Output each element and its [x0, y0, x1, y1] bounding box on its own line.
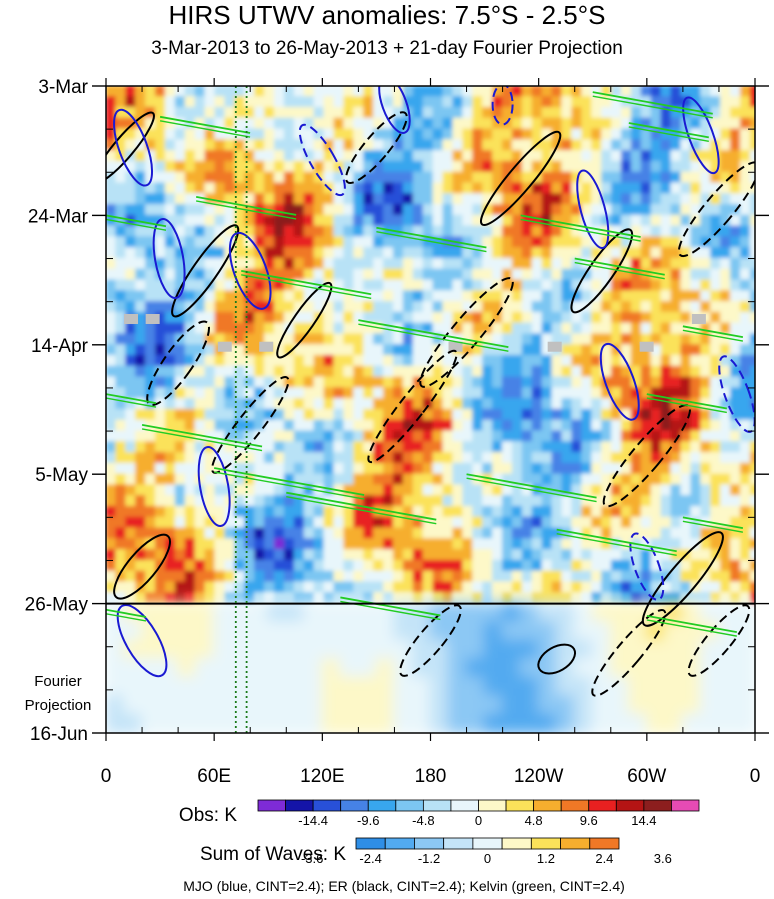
y-tick-label: 16-Jun	[30, 724, 88, 745]
missing-data-patches	[124, 313, 706, 352]
projection-label-line-2: Projection	[25, 697, 92, 714]
obs-colorbar-swatch	[643, 799, 672, 812]
obs-colorbar-tick-label: 4.8	[525, 813, 543, 828]
y-tick-label: 3-Mar	[38, 77, 88, 98]
y-axis-tick-labels: 3-Mar 24-Mar 14-Apr 5-May 26-May 16-Jun	[25, 77, 89, 745]
waves-colorbar-swatch	[501, 837, 532, 850]
x-tick-label: 180	[415, 766, 447, 787]
x-axis-tick-labels: 0 60E 120E 180 120W 60W 0	[101, 766, 761, 787]
obs-colorbar-swatch	[257, 799, 286, 812]
x-tick-label: 60E	[197, 766, 231, 787]
obs-colorbar-swatch	[588, 799, 617, 812]
observed-anomaly-field	[106, 86, 755, 605]
waves-colorbar-tick-label: 0	[484, 851, 491, 866]
obs-colorbar: Obs: K -14.4 -9.6 -4.8 0 4.8 9.6 14.4	[179, 799, 700, 828]
x-tick-label: 0	[750, 766, 761, 787]
waves-colorbar-tick-label: 1.2	[537, 851, 555, 866]
x-tick-label: 120E	[300, 766, 344, 787]
x-tick-label: 0	[101, 766, 112, 787]
obs-colorbar-swatch	[505, 799, 535, 812]
obs-colorbar-swatch	[450, 799, 479, 812]
obs-colorbar-tick-label: 14.4	[631, 813, 656, 828]
obs-colorbar-tick-label: -9.6	[357, 813, 379, 828]
waves-colorbar-swatch	[443, 837, 474, 850]
waves-colorbar-tick-label: -3.6	[301, 851, 323, 866]
y-tick-label: 5-May	[35, 465, 88, 486]
waves-colorbar: Sum of Waves: K -3.6 -2.4 -1.2 0 1.2 2.4 3.6	[200, 837, 672, 866]
obs-colorbar-swatch	[395, 799, 424, 812]
y-tick-label: 24-Mar	[28, 206, 89, 227]
projection-label-line-1: Fourier	[34, 673, 82, 690]
x-tick-label: 60W	[627, 766, 666, 787]
obs-colorbar-swatch	[671, 799, 700, 812]
waves-colorbar-swatch	[472, 837, 503, 850]
axis-ticks	[92, 78, 769, 741]
plot-area: 0 60E 120E 180 120W 60W 0 3-Mar 24-Mar 14-Apr 5-M…	[25, 77, 769, 787]
waves-colorbar-tick-label: -1.2	[418, 851, 440, 866]
waves-colorbar-tick-label: 2.4	[595, 851, 613, 866]
y-tick-label: 14-Apr	[31, 336, 89, 357]
contour-legend-footer: MJO (blue, CINT=2.4); ER (black, CINT=2.…	[183, 878, 625, 894]
waves-colorbar-swatch	[355, 837, 386, 850]
obs-colorbar-swatch	[560, 799, 590, 812]
obs-colorbar-swatch	[340, 799, 369, 812]
waves-colorbar-swatch	[560, 837, 591, 850]
obs-colorbar-tick-label: 0	[475, 813, 482, 828]
reference-lines	[106, 86, 755, 733]
obs-colorbar-tick-label: -14.4	[298, 813, 328, 828]
y-tick-label: 26-May	[25, 595, 89, 616]
obs-colorbar-swatch	[422, 799, 452, 812]
waves-colorbar-swatch	[384, 837, 415, 850]
projection-anomaly-field	[106, 602, 755, 733]
waves-colorbar-swatch	[589, 837, 620, 850]
obs-colorbar-swatch	[367, 799, 397, 812]
waves-colorbar-swatch	[530, 837, 561, 850]
chart-subtitle: 3-Mar-2013 to 26-May-2013 + 21-day Fouri…	[151, 38, 623, 59]
waves-colorbar-label: Sum of Waves: K	[200, 844, 346, 865]
waves-colorbar-tick-label: -2.4	[359, 851, 381, 866]
obs-colorbar-tick-label: 9.6	[580, 813, 598, 828]
obs-colorbar-tick-label: -4.8	[412, 813, 434, 828]
obs-colorbar-swatch	[285, 799, 314, 812]
x-tick-label: 120W	[514, 766, 564, 787]
obs-colorbar-swatch	[533, 799, 562, 812]
obs-colorbar-swatch	[615, 799, 645, 812]
waves-colorbar-swatch	[414, 837, 445, 850]
obs-colorbar-label: Obs: K	[179, 805, 237, 826]
waves-colorbar-tick-label: 3.6	[654, 851, 672, 866]
chart-title: HIRS UTWV anomalies: 7.5°S - 2.5°S	[168, 0, 606, 30]
wave-contours	[106, 86, 755, 697]
obs-colorbar-swatch	[478, 799, 507, 812]
obs-colorbar-swatch	[312, 799, 342, 812]
